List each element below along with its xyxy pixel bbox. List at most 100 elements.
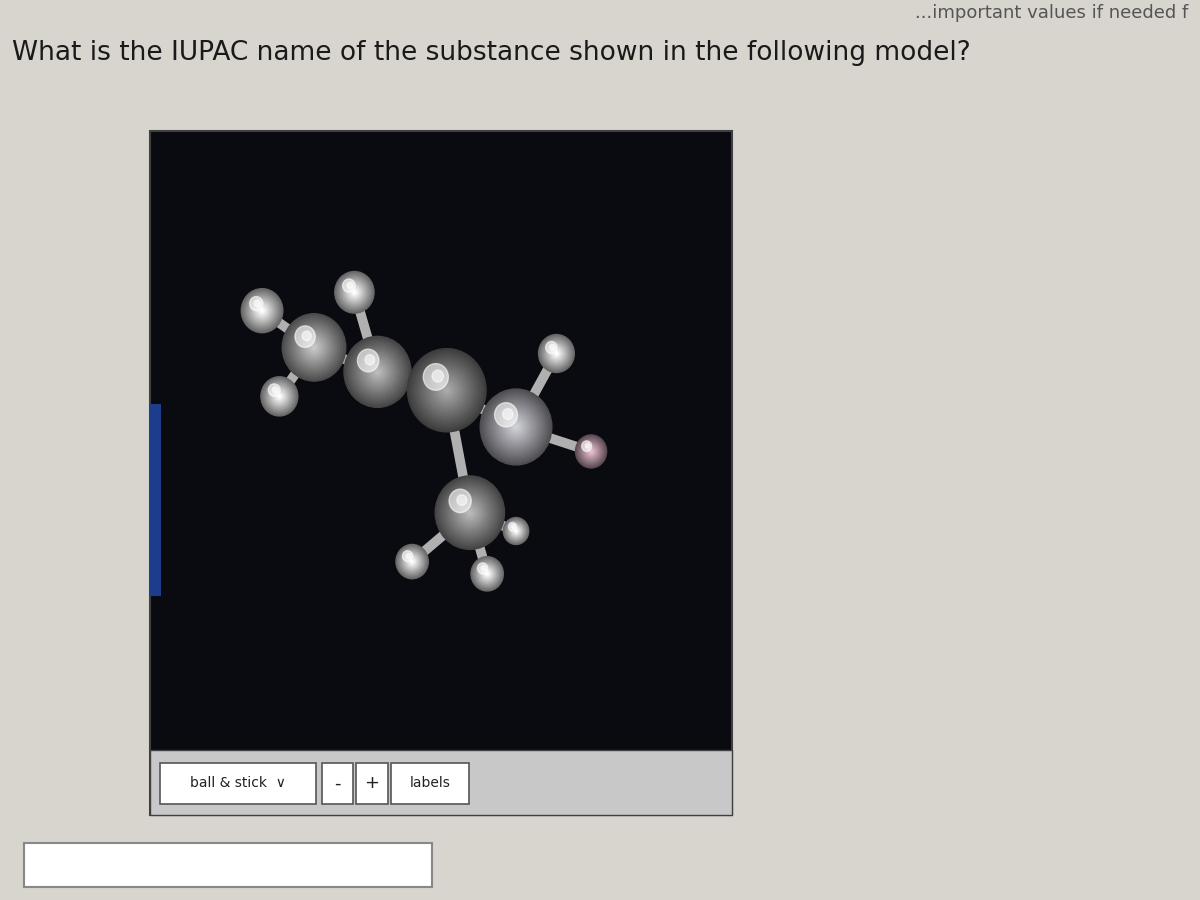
Circle shape (290, 322, 338, 373)
Circle shape (491, 400, 541, 454)
Circle shape (343, 280, 366, 305)
Circle shape (485, 572, 490, 576)
Circle shape (502, 412, 530, 442)
Circle shape (511, 525, 515, 528)
Circle shape (515, 530, 517, 532)
Circle shape (402, 552, 422, 572)
Circle shape (402, 551, 413, 562)
Circle shape (347, 283, 353, 288)
Circle shape (312, 346, 316, 349)
Circle shape (449, 489, 472, 513)
Circle shape (474, 559, 500, 589)
Circle shape (503, 409, 512, 419)
Circle shape (551, 347, 562, 359)
Circle shape (512, 423, 520, 431)
Circle shape (550, 346, 564, 361)
Circle shape (434, 378, 458, 402)
Circle shape (430, 372, 464, 409)
Circle shape (253, 301, 271, 320)
Circle shape (481, 567, 493, 580)
Circle shape (343, 279, 355, 292)
Circle shape (367, 361, 388, 382)
Circle shape (253, 302, 270, 319)
Circle shape (415, 357, 478, 424)
Circle shape (484, 571, 491, 577)
Circle shape (486, 572, 488, 576)
Circle shape (509, 419, 523, 435)
Circle shape (511, 526, 521, 536)
Circle shape (353, 290, 356, 294)
Circle shape (547, 344, 565, 363)
Circle shape (544, 340, 569, 367)
Circle shape (359, 353, 396, 392)
Circle shape (310, 342, 319, 353)
Circle shape (504, 518, 528, 544)
Circle shape (374, 368, 380, 375)
Circle shape (250, 297, 263, 310)
Circle shape (258, 306, 266, 315)
Circle shape (550, 345, 554, 350)
Circle shape (251, 299, 274, 323)
Circle shape (578, 437, 605, 465)
Circle shape (370, 363, 386, 381)
Circle shape (546, 342, 568, 364)
Circle shape (247, 295, 277, 326)
Circle shape (540, 336, 574, 372)
Circle shape (494, 402, 517, 427)
Circle shape (286, 317, 342, 378)
Circle shape (431, 374, 462, 407)
Circle shape (444, 485, 496, 540)
Circle shape (436, 476, 504, 549)
Circle shape (548, 345, 564, 362)
Circle shape (472, 557, 503, 591)
Circle shape (272, 389, 287, 404)
Circle shape (510, 525, 522, 537)
Circle shape (260, 377, 298, 416)
Circle shape (506, 521, 526, 541)
Circle shape (584, 445, 598, 458)
FancyBboxPatch shape (150, 130, 732, 814)
Circle shape (277, 393, 282, 400)
Circle shape (480, 566, 494, 581)
Circle shape (460, 501, 480, 524)
Circle shape (340, 276, 370, 308)
Circle shape (448, 489, 492, 536)
Circle shape (546, 341, 557, 354)
Circle shape (455, 496, 486, 529)
Circle shape (350, 288, 359, 296)
Circle shape (539, 335, 575, 373)
Circle shape (301, 334, 326, 361)
Circle shape (365, 355, 374, 365)
Circle shape (295, 328, 334, 367)
Circle shape (335, 272, 374, 313)
Circle shape (552, 349, 560, 358)
Circle shape (266, 382, 293, 410)
Circle shape (437, 380, 456, 400)
Circle shape (295, 326, 316, 347)
Circle shape (241, 289, 283, 333)
Circle shape (504, 414, 528, 440)
Circle shape (354, 292, 355, 293)
Circle shape (346, 283, 364, 302)
Circle shape (587, 446, 595, 456)
Circle shape (503, 518, 529, 544)
Circle shape (341, 278, 368, 307)
Circle shape (456, 498, 484, 527)
Circle shape (397, 546, 427, 577)
Circle shape (487, 397, 545, 457)
Circle shape (348, 286, 360, 299)
Circle shape (440, 482, 499, 544)
Circle shape (284, 315, 344, 380)
Circle shape (265, 382, 293, 411)
Circle shape (583, 443, 599, 460)
Circle shape (486, 573, 488, 575)
Circle shape (509, 523, 523, 539)
Circle shape (260, 309, 264, 313)
Circle shape (479, 565, 496, 582)
Circle shape (514, 528, 518, 534)
Circle shape (302, 331, 311, 341)
Circle shape (472, 558, 503, 590)
Circle shape (289, 320, 340, 374)
Circle shape (371, 364, 384, 379)
Circle shape (480, 389, 552, 465)
